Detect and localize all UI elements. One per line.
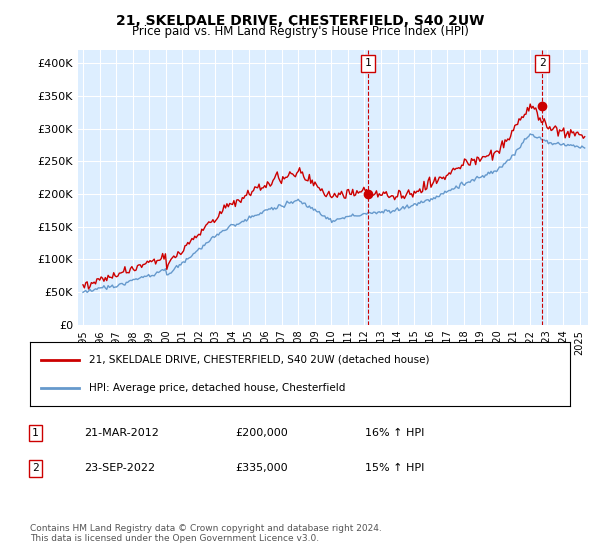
Text: 21, SKELDALE DRIVE, CHESTERFIELD, S40 2UW (detached house): 21, SKELDALE DRIVE, CHESTERFIELD, S40 2U… — [89, 354, 430, 365]
Text: HPI: Average price, detached house, Chesterfield: HPI: Average price, detached house, Ches… — [89, 383, 346, 393]
Text: 1: 1 — [365, 58, 371, 68]
Text: £335,000: £335,000 — [235, 464, 288, 473]
Text: 2: 2 — [539, 58, 545, 68]
Text: 2: 2 — [32, 464, 39, 473]
Text: 23-SEP-2022: 23-SEP-2022 — [84, 464, 155, 473]
Text: 1: 1 — [32, 428, 39, 438]
Text: 16% ↑ HPI: 16% ↑ HPI — [365, 428, 424, 438]
Text: £200,000: £200,000 — [235, 428, 288, 438]
Text: 21, SKELDALE DRIVE, CHESTERFIELD, S40 2UW: 21, SKELDALE DRIVE, CHESTERFIELD, S40 2U… — [116, 14, 484, 28]
Text: Price paid vs. HM Land Registry's House Price Index (HPI): Price paid vs. HM Land Registry's House … — [131, 25, 469, 38]
Text: 15% ↑ HPI: 15% ↑ HPI — [365, 464, 424, 473]
Text: 21-MAR-2012: 21-MAR-2012 — [84, 428, 159, 438]
Text: Contains HM Land Registry data © Crown copyright and database right 2024.
This d: Contains HM Land Registry data © Crown c… — [30, 524, 382, 543]
